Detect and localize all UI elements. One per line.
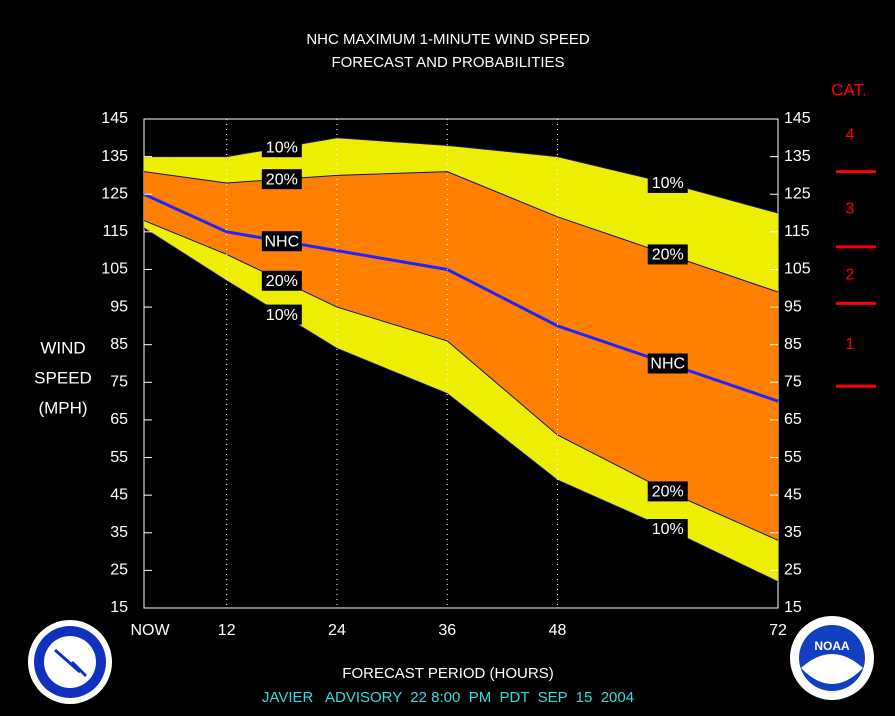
- footer: JAVIER ADVISORY 22 8:00 PM PDT SEP 15 20…: [262, 689, 634, 706]
- y2-tick-label: 115: [784, 223, 810, 240]
- label-box: [647, 353, 688, 374]
- y-tick-label: 25: [110, 562, 128, 579]
- y2-tick-label: 45: [784, 486, 802, 503]
- series-label: 20%: [266, 171, 298, 188]
- series-label: 10%: [266, 307, 298, 324]
- x-tick-label: 72: [769, 622, 787, 639]
- nws-logo: [28, 620, 112, 704]
- series-label: 10%: [266, 139, 298, 156]
- y2-tick-label: 105: [784, 261, 811, 278]
- y-tick-label: 85: [110, 336, 128, 353]
- x-tick-label: 12: [218, 622, 236, 639]
- label-box: [261, 304, 302, 325]
- y-tick-label: 65: [110, 411, 128, 428]
- x-tick-label: 36: [438, 622, 456, 639]
- label-box: [261, 270, 302, 291]
- chart-subtitle: FORECAST AND PROBABILITIES: [331, 54, 564, 71]
- y-tick-label: 15: [110, 599, 128, 616]
- y-axis-label: SPEED: [34, 368, 92, 387]
- logo-wave: [801, 654, 863, 684]
- y2-tick-label: 135: [784, 148, 811, 165]
- logo-text: NOAA: [814, 639, 850, 653]
- y2-tick-label: 65: [784, 411, 802, 428]
- y2-tick-label: 15: [784, 599, 802, 616]
- y2-tick-label: 75: [784, 374, 802, 391]
- probability-band: [144, 171, 778, 541]
- category-title: CAT.: [831, 80, 867, 99]
- category-label: 1: [846, 336, 855, 353]
- y2-tick-label: 25: [784, 562, 802, 579]
- category-label: 3: [846, 200, 855, 217]
- y-tick-label: 95: [110, 298, 128, 315]
- x-tick-label: 24: [328, 622, 346, 639]
- series-label: NHC: [264, 233, 299, 250]
- series-label: NHC: [650, 356, 685, 373]
- category-label: 4: [846, 127, 855, 144]
- y-tick-label: 55: [110, 449, 128, 466]
- y-tick-label: 105: [101, 261, 128, 278]
- y-tick-label: 125: [101, 185, 128, 202]
- y2-tick-label: 145: [784, 110, 811, 127]
- y-tick-label: 145: [101, 110, 128, 127]
- label-box: [261, 169, 302, 190]
- x-tick-label: NOW: [130, 622, 170, 639]
- y2-tick-label: 125: [784, 185, 811, 202]
- y-tick-label: 75: [110, 374, 128, 391]
- label-box: [647, 244, 688, 265]
- x-axis-label: FORECAST PERIOD (HOURS): [342, 665, 553, 682]
- y2-tick-label: 35: [784, 524, 802, 541]
- series-label: 20%: [652, 247, 684, 264]
- label-box: [261, 137, 302, 158]
- y-tick-label: 115: [102, 223, 128, 240]
- logo-bolt: [54, 648, 88, 678]
- y-tick-label: 35: [110, 524, 128, 541]
- category-label: 2: [846, 266, 855, 283]
- y-axis-label: (MPH): [38, 398, 87, 417]
- y-tick-label: 135: [101, 148, 128, 165]
- x-tick-label: 48: [549, 622, 567, 639]
- y2-tick-label: 55: [784, 449, 802, 466]
- y2-tick-label: 85: [784, 336, 802, 353]
- label-box: [261, 231, 302, 252]
- noaa-logo: NOAA: [790, 616, 874, 700]
- series-label: 20%: [652, 484, 684, 501]
- y2-tick-label: 95: [784, 298, 802, 315]
- series-label: 10%: [652, 521, 684, 538]
- y-tick-label: 45: [110, 486, 128, 503]
- label-box: [647, 172, 688, 193]
- label-box: [647, 481, 688, 502]
- series-label: 20%: [266, 273, 298, 290]
- y-axis-label: WIND: [40, 338, 85, 357]
- label-box: [647, 519, 688, 540]
- series-label: 10%: [652, 175, 684, 192]
- chart-title: NHC MAXIMUM 1-MINUTE WIND SPEED: [306, 31, 590, 48]
